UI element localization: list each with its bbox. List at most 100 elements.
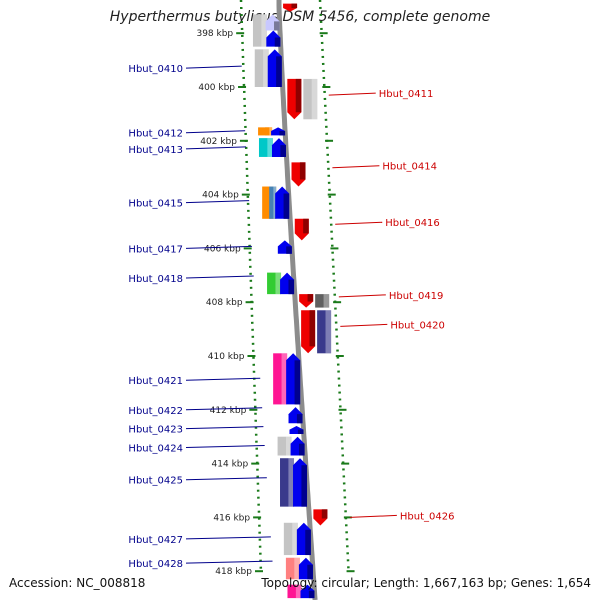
gene-label-leader-left <box>185 377 261 381</box>
gene-arrow-minus-0 <box>283 3 298 12</box>
function-block-left-6-body <box>273 353 288 405</box>
gene-arrow-plus-13-shade <box>305 529 311 556</box>
function-block-left-10 <box>285 557 300 580</box>
gene-label-leader-left <box>185 560 273 564</box>
function-block-left-8-highlight <box>288 458 295 507</box>
gene-label-left: Hbut_0417 <box>128 244 183 255</box>
gene-label-leader-right <box>340 323 388 327</box>
gene-arrow-plus-1-shade <box>274 37 281 47</box>
gene-arrow-minus-6 <box>313 509 328 526</box>
function-block-left-1 <box>254 49 269 87</box>
gene-labels: Hbut_0410 Hbut_0412 Hbut_0413 Hbut_0415 Hbut… <box>128 64 454 570</box>
function-block-left-5-highlight <box>275 272 282 295</box>
function-block-left-11-body <box>287 584 302 599</box>
gene-arrow-plus-8-shade <box>294 360 301 405</box>
gene-arrow-plus-12-shade <box>301 465 308 507</box>
gene-label-leader-right <box>335 221 383 225</box>
function-block-left-7-body <box>277 436 292 456</box>
kbp-tick-label: 418 kbp <box>215 567 252 577</box>
gene-label-leader-left <box>185 130 246 134</box>
function-block-right-2-highlight <box>325 310 332 354</box>
function-block-left-inner-1-body <box>269 186 277 219</box>
gene-label-left: Hbut_0427 <box>128 535 183 546</box>
gene-label-left: Hbut_0415 <box>128 199 183 210</box>
gene-arrow-plus-5-shade <box>283 193 290 219</box>
function-block-left-11-highlight <box>295 584 302 599</box>
kbp-tick-label: 402 kbp <box>200 137 237 147</box>
right-track-edge <box>318 0 350 571</box>
gene-arrow-plus-7 <box>280 272 295 295</box>
function-block-left-1-highlight <box>263 49 269 87</box>
gene-arrow-minus-0-shade <box>291 3 298 9</box>
kbp-tick-label: 398 kbp <box>196 29 233 39</box>
kbp-tick-label: 406 kbp <box>204 244 241 254</box>
function-block-left-inner-0 <box>265 127 273 136</box>
gene-label-right: Hbut_0416 <box>385 218 440 229</box>
function-block-right-1-body <box>315 294 330 308</box>
gene-arrow-minus-2 <box>291 162 306 187</box>
gene-arrow-plus-8 <box>286 353 301 405</box>
gene-label-leader-left <box>185 146 247 150</box>
function-block-right-2 <box>317 310 332 354</box>
function-block-left-9 <box>283 522 298 556</box>
gene-arrow-plus-9-shade <box>296 414 303 424</box>
gene-label-right: Hbut_0426 <box>400 511 455 522</box>
function-block-left-inner-1-highlight <box>273 186 277 219</box>
gene-label-leader-left <box>185 275 254 279</box>
gene-arrow-minus-1 <box>287 78 302 120</box>
kbp-ticks: 398 kbp 400 kbp 402 kbp 404 kbp 406 kbp 408 k… <box>196 29 355 577</box>
gene-label-left: Hbut_0422 <box>128 406 183 417</box>
gene-label-left: Hbut_0412 <box>128 129 183 140</box>
gene-label-left: Hbut_0421 <box>128 376 183 387</box>
gene-arrow-plus-7-shade <box>288 279 295 295</box>
gene-label-leader-left <box>185 536 271 540</box>
function-block-left-inner-0-highlight <box>269 127 273 136</box>
gene-label-leader-right <box>328 92 376 96</box>
kbp-tick-label: 400 kbp <box>198 83 235 93</box>
kbp-tick-label: 408 kbp <box>206 298 243 308</box>
function-block-left-3-body <box>258 138 273 157</box>
gene-arrow-minus-3-shade <box>303 218 309 234</box>
gene-arrow-plus-11 <box>290 436 305 456</box>
function-block-left-0-highlight <box>261 14 267 47</box>
gene-arrow-plus-9 <box>288 407 303 424</box>
function-block-left-0 <box>252 14 267 47</box>
function-block-left-7-highlight <box>285 436 292 456</box>
gene-arrow-minus-1-shade <box>295 78 302 113</box>
gene-arrow-plus-0-shade <box>274 21 280 31</box>
gene-arrow-minus-5 <box>301 310 316 354</box>
gene-arrow-plus-10-shade <box>297 429 304 435</box>
function-block-left-5-body <box>267 272 282 295</box>
gene-label-left: Hbut_0410 <box>128 64 183 75</box>
gene-label-left: Hbut_0425 <box>128 476 183 487</box>
gene-label-right: Hbut_0420 <box>390 320 445 331</box>
gene-label-leader-left <box>185 65 242 69</box>
gene-label-leader-left <box>185 444 265 448</box>
function-block-right-1 <box>315 294 330 308</box>
gene-arrow-plus-3-shade <box>279 130 286 136</box>
gene-label-leader-left <box>185 477 267 481</box>
gene-tracks <box>252 3 332 599</box>
function-block-right-0-highlight <box>311 78 318 120</box>
gene-arrow-plus-6 <box>277 240 292 254</box>
function-block-right-2-body <box>317 310 332 354</box>
gene-arrow-plus-5 <box>275 186 290 219</box>
function-block-left-7 <box>277 436 292 456</box>
backbone-line <box>276 0 318 600</box>
genome-summary-text: Topology: circular; Length: 1,667,163 bp… <box>261 576 591 590</box>
gene-label-leader-right <box>332 165 380 169</box>
gene-arrow-plus-2-shade <box>276 56 282 87</box>
gene-arrow-plus-4 <box>271 138 286 157</box>
function-block-left-6 <box>273 353 288 405</box>
function-block-left-8-body <box>280 458 295 507</box>
gene-arrow-plus-11-shade <box>298 443 305 456</box>
gene-arrow-plus-3 <box>271 127 286 136</box>
function-block-right-0 <box>303 78 318 120</box>
gene-label-left: Hbut_0423 <box>128 425 183 436</box>
gene-label-left: Hbut_0428 <box>128 559 183 570</box>
kbp-tick-label: 410 kbp <box>208 352 245 362</box>
function-block-left-0-body <box>252 14 267 47</box>
gene-label-leader-right <box>338 294 386 298</box>
gene-label-left: Hbut_0413 <box>128 145 183 156</box>
